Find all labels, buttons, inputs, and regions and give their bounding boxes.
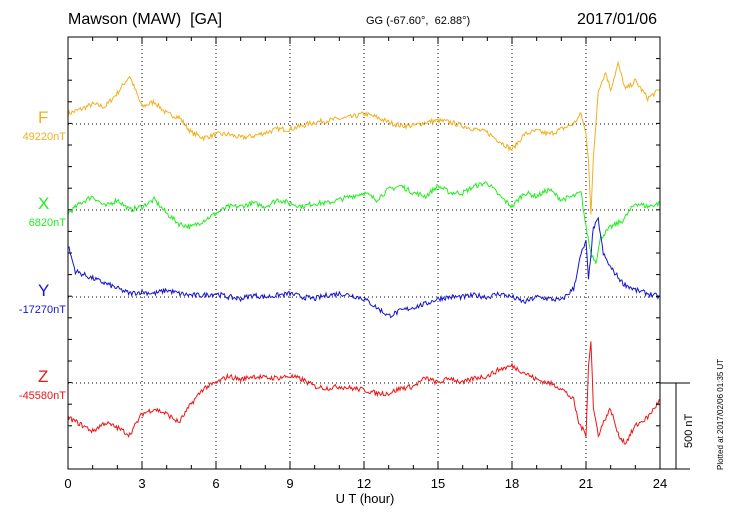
series-name-f: F xyxy=(38,108,49,127)
series-name-z: Z xyxy=(38,367,49,386)
baseline-y: -17270nT xyxy=(18,304,66,316)
scale-bar xyxy=(660,382,690,470)
x-tick-label: 0 xyxy=(64,476,72,491)
x-tick-label: 9 xyxy=(286,476,294,491)
geographic-coords: GG (-67.60°, 62.88°) xyxy=(366,15,471,27)
baseline-z: -45580nT xyxy=(18,390,66,402)
date-label: 2017/01/06 xyxy=(577,11,658,28)
x-tick-label: 6 xyxy=(212,476,220,491)
series-name-x: X xyxy=(38,194,50,213)
x-tick-label: 3 xyxy=(138,476,146,491)
scale-bar-label: 500 nT xyxy=(683,413,695,448)
plotted-timestamp: Plotted at 2017/02/06 01:35 UT xyxy=(716,358,725,470)
station-title: Mawson (MAW) [GA] xyxy=(68,11,223,28)
x-tick-label: 15 xyxy=(430,476,446,491)
baseline-reference-lines xyxy=(68,123,660,384)
series-line-f xyxy=(67,60,661,215)
axis-ticks xyxy=(67,36,661,469)
x-tick-label: 12 xyxy=(356,476,372,491)
x-tick-label: 24 xyxy=(652,476,668,491)
x-tick-label: 18 xyxy=(504,476,520,491)
baseline-x: 6820nT xyxy=(28,217,66,229)
series-line-x xyxy=(67,181,661,264)
series-line-y xyxy=(67,216,661,319)
x-axis-label: U T (hour) xyxy=(335,491,395,506)
series-lines xyxy=(67,60,661,445)
series-line-z xyxy=(67,341,661,445)
baseline-f: 49220nT xyxy=(22,131,66,143)
x-tick-label: 21 xyxy=(578,476,594,491)
grid-lines xyxy=(141,37,587,469)
series-name-y: Y xyxy=(38,281,50,300)
